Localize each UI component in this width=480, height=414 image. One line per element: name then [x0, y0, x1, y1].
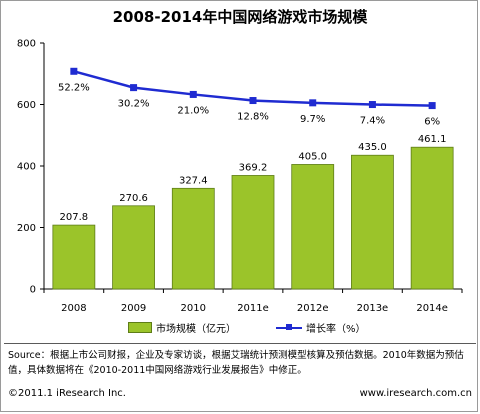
- bar: [171, 187, 215, 290]
- legend-line-swatch: [276, 323, 302, 332]
- x-tick-label: 2008: [61, 303, 86, 314]
- growth-rate-label: 9.7%: [300, 114, 325, 125]
- growth-rate-marker: [130, 84, 138, 92]
- y-tick-label: 800: [17, 39, 36, 50]
- x-tick-label: 2012e: [297, 303, 329, 314]
- x-tick-label: 2013e: [357, 303, 389, 314]
- y-tick-label: 200: [17, 223, 36, 234]
- y-tick-label: 600: [17, 100, 36, 111]
- growth-rate-label: 21.0%: [177, 105, 209, 116]
- bar-value-label: 327.4: [179, 175, 208, 186]
- legend-bar-swatch: [128, 322, 152, 333]
- growth-rate-marker: [309, 99, 317, 107]
- legend-line-label: 增长率（%）: [306, 324, 366, 335]
- chart-title: 2008-2014年中国网络游戏市场规模: [112, 8, 368, 26]
- bar-value-label: 435.0: [358, 142, 387, 153]
- bar-value-label: 461.1: [418, 134, 447, 145]
- x-tick-label: 2011e: [237, 303, 269, 314]
- y-tick-label: 400: [17, 162, 36, 173]
- chart-plot: 0 200 400 600 800 2008 2009 2010 2011e 2012e 2013e…: [17, 39, 463, 314]
- source-note: Source：根据上市公司财报，企业及专家访谈，根据艾瑞统计预测模型核算及预估数…: [8, 350, 464, 376]
- divider: [4, 343, 476, 344]
- x-tick-label: 2010: [181, 303, 206, 314]
- growth-rate-marker: [189, 90, 197, 98]
- bar-value-label: 207.8: [60, 212, 89, 223]
- legend-item-market-size: 市场规模（亿元）: [128, 320, 236, 335]
- growth-rate-label: 12.8%: [237, 112, 269, 123]
- growth-rate-label: 52.2%: [58, 82, 90, 93]
- x-tick-label: 2014e: [416, 303, 448, 314]
- bar: [52, 224, 96, 290]
- copyright: ©2011.1 iResearch Inc.: [8, 388, 126, 399]
- legend: 市场规模（亿元） 增长率（%）: [0, 320, 480, 338]
- growth-rate-marker: [368, 101, 376, 109]
- growth-rate-marker: [249, 97, 257, 105]
- growth-rate-marker: [70, 67, 78, 75]
- website-link[interactable]: www.iresearch.com.cn: [359, 388, 472, 399]
- bar: [351, 154, 394, 290]
- growth-rate-label: 30.2%: [118, 99, 150, 110]
- growth-rate-marker: [428, 102, 436, 110]
- bar-value-label: 369.2: [239, 162, 268, 173]
- bar: [112, 205, 155, 290]
- x-tick-label: 2009: [121, 303, 146, 314]
- bar: [410, 146, 454, 290]
- growth-rate-label: 7.4%: [360, 116, 385, 127]
- bar: [231, 175, 275, 290]
- legend-item-growth-rate: 增长率（%）: [276, 320, 366, 335]
- growth-rate-label: 6%: [424, 117, 440, 128]
- bar: [291, 164, 335, 290]
- bar-value-label: 405.0: [298, 151, 327, 162]
- legend-bar-label: 市场规模（亿元）: [156, 324, 236, 335]
- bar-value-label: 270.6: [119, 193, 148, 204]
- y-tick-label: 0: [30, 285, 36, 296]
